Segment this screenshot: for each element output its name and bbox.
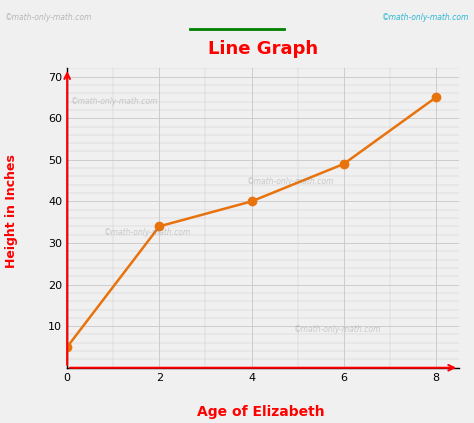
Text: Height in Inches: Height in Inches [5, 154, 18, 269]
Title: Line Graph: Line Graph [208, 40, 318, 58]
Text: Age of Elizabeth: Age of Elizabeth [197, 405, 325, 419]
Text: ©math-only-math.com: ©math-only-math.com [294, 325, 381, 335]
Text: ©math-only-math.com: ©math-only-math.com [71, 97, 158, 106]
Text: ©math-only-math.com: ©math-only-math.com [104, 228, 191, 237]
Text: ©math-only-math.com: ©math-only-math.com [382, 13, 469, 22]
Text: ©math-only-math.com: ©math-only-math.com [5, 13, 92, 22]
Text: ©math-only-math.com: ©math-only-math.com [246, 177, 334, 187]
